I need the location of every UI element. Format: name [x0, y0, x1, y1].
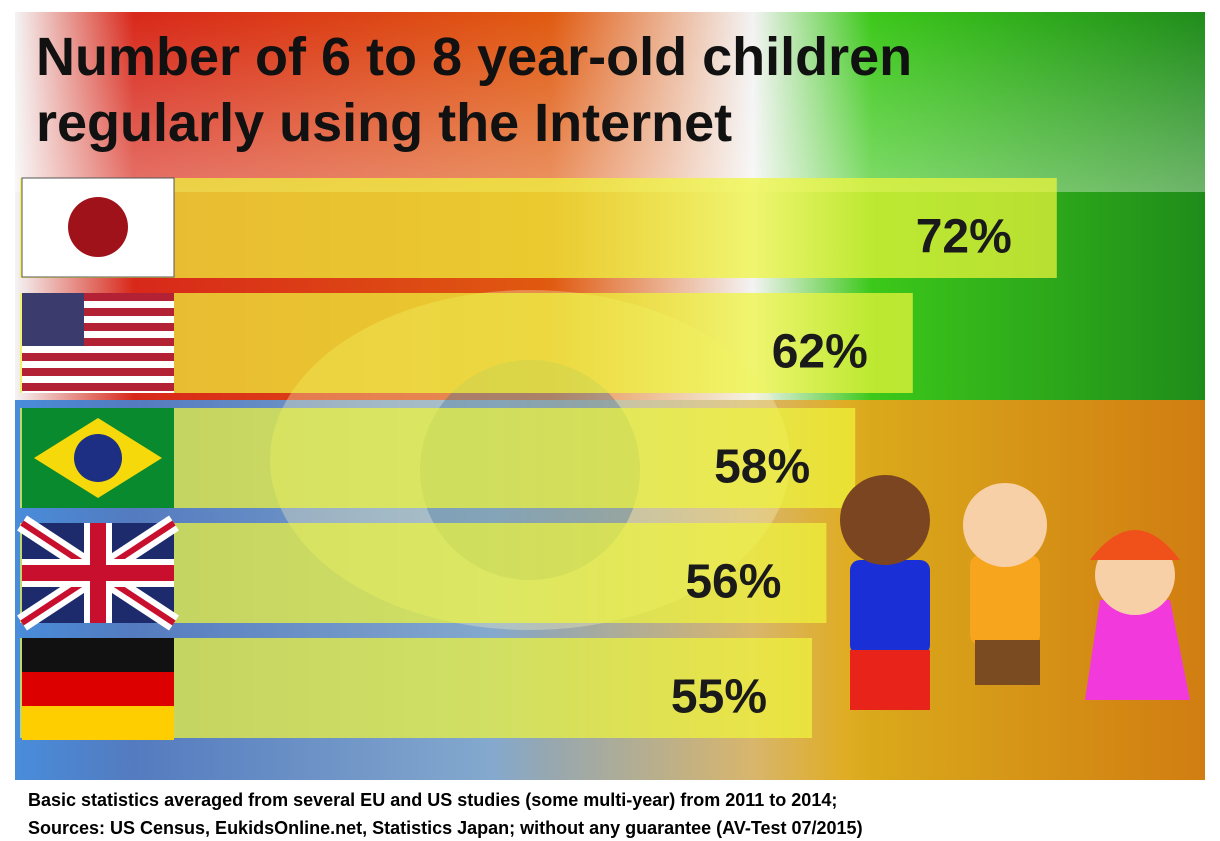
flag-brazil [22, 408, 174, 508]
flag-usa [22, 293, 174, 393]
value-label: 56% [685, 556, 781, 609]
value-label: 62% [772, 326, 868, 379]
value-label: 55% [671, 671, 767, 724]
chart-title: Number of 6 to 8 year-old children regul… [36, 27, 913, 153]
footnote: Basic statistics averaged from several E… [28, 790, 837, 810]
flag-uk [17, 515, 179, 631]
flag-japan [21, 177, 175, 278]
footnote: Sources: US Census, EukidsOnline.net, St… [28, 818, 863, 838]
value-label: 58% [714, 441, 810, 494]
flag-germany [22, 638, 174, 740]
children-illustration [840, 475, 1190, 710]
bar [20, 178, 1057, 278]
flags [17, 177, 179, 740]
value-label: 72% [916, 211, 1012, 264]
